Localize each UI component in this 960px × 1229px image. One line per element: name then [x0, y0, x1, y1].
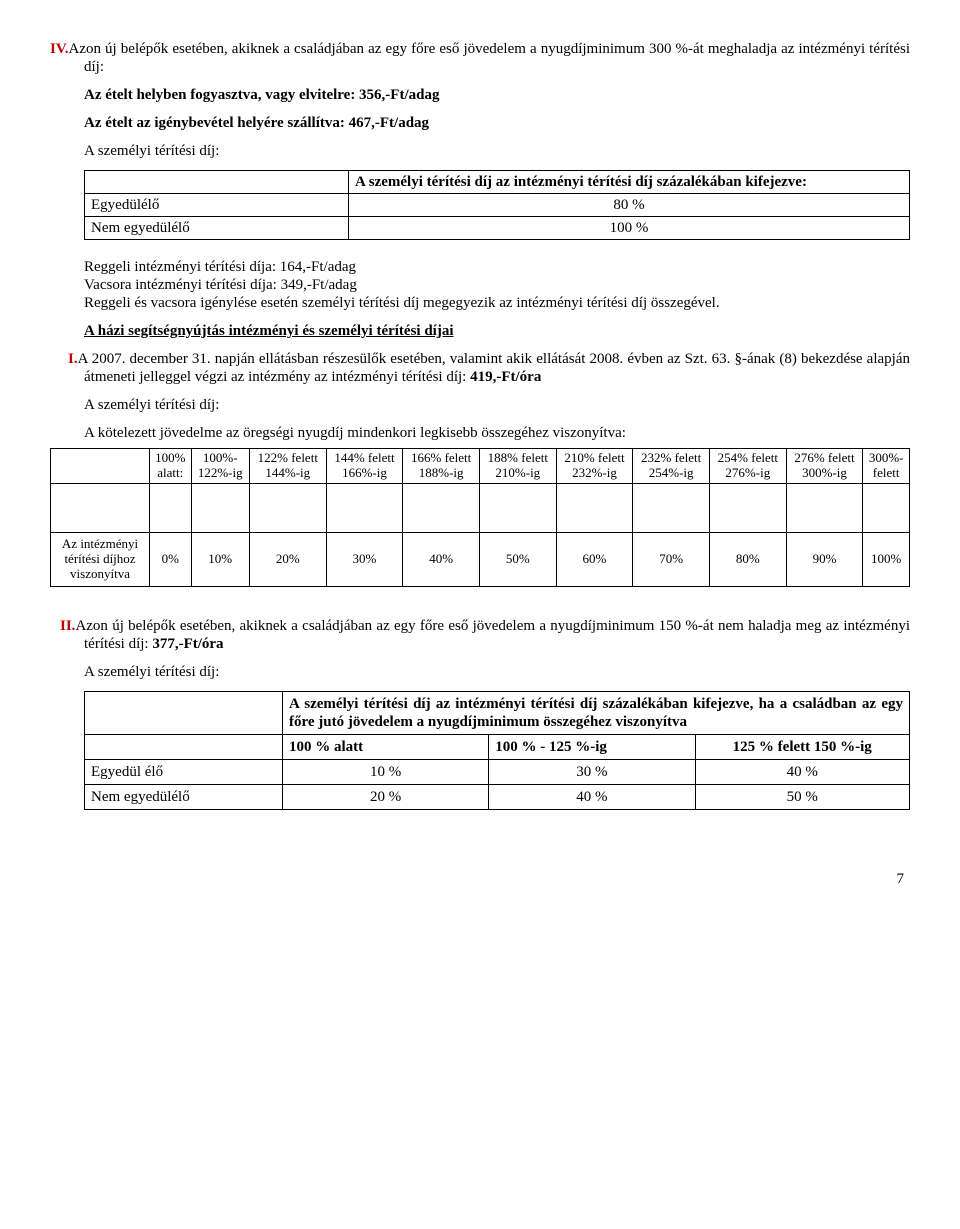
table-ii-r2-v2: 40 %: [489, 784, 695, 809]
wide-table-spacer: [51, 483, 910, 532]
mid-p2: Vacsora intézményi térítési díja: 349,-F…: [84, 276, 910, 294]
wide-table-value-row: Az intézményi térítési díjhoz viszonyítv…: [51, 532, 910, 586]
section-ii-heading: II.Azon új belépők esetében, akiknek a c…: [84, 617, 910, 653]
wide-row-label: Az intézményi térítési díjhoz viszonyítv…: [51, 532, 150, 586]
table-ii-col3: 125 % felett 150 %-ig: [695, 734, 910, 759]
table-ii-r2-v1: 20 %: [283, 784, 489, 809]
section-i-line3: A kötelezett jövedelme az öregségi nyugd…: [84, 424, 910, 442]
wh0: 100%alatt:: [150, 449, 192, 484]
wh8: 254% felett276%-ig: [709, 449, 786, 484]
roman-iv: IV.: [50, 41, 69, 57]
wh5: 188% felett210%-ig: [479, 449, 556, 484]
wide-table-header-row: 100%alatt: 100%-122%-ig 122% felett144%-…: [51, 449, 910, 484]
wh3: 144% felett166%-ig: [326, 449, 403, 484]
wv9: 90%: [786, 532, 863, 586]
table-ii-r2-label: Nem egyedülélő: [85, 784, 283, 809]
table-ii-header: A személyi térítési díj az intézményi té…: [289, 695, 903, 731]
table-ii-r1-v1: 10 %: [283, 759, 489, 784]
mid-p1: Reggeli intézményi térítési díja: 164,-F…: [84, 258, 910, 276]
roman-ii: II.: [60, 618, 75, 634]
table-iv-r1-val: 80 %: [349, 194, 910, 217]
table-iv-header: A személyi térítési díj az intézményi té…: [355, 173, 903, 191]
section-iv-line3: A személyi térítési díj:: [84, 142, 910, 160]
section-ii-line2: A személyi térítési díj:: [84, 663, 910, 681]
wv6: 60%: [556, 532, 633, 586]
table-iv-r2-val: 100 %: [349, 217, 910, 240]
section-iv-line2: Az ételt az igénybevétel helyére szállít…: [84, 114, 910, 132]
table-ii-r1-label: Egyedül élő: [85, 759, 283, 784]
table-iv-r2-label: Nem egyedülélő: [85, 217, 349, 240]
section-i-line2: A személyi térítési díj:: [84, 396, 910, 414]
wv1: 10%: [191, 532, 249, 586]
table-ii: A személyi térítési díj az intézményi té…: [84, 691, 910, 810]
table-ii-r2-v3: 50 %: [695, 784, 910, 809]
wh4: 166% felett188%-ig: [403, 449, 480, 484]
page-number: 7: [50, 870, 910, 888]
wv8: 80%: [709, 532, 786, 586]
wv0: 0%: [150, 532, 192, 586]
table-ii-r1-v3: 40 %: [695, 759, 910, 784]
wide-table: 100%alatt: 100%-122%-ig 122% felett144%-…: [50, 448, 910, 587]
wh7: 232% felett254%-ig: [633, 449, 710, 484]
section-iv: IV.Azon új belépők esetében, akiknek a c…: [50, 40, 910, 240]
wv4: 40%: [403, 532, 480, 586]
section-ii-boldtail: 377,-Ft/óra: [152, 636, 223, 652]
wh1: 100%-122%-ig: [191, 449, 249, 484]
section-iv-heading-text: Azon új belépők esetében, akiknek a csal…: [69, 41, 911, 75]
wh2: 122% felett144%-ig: [249, 449, 326, 484]
section-ii: II.Azon új belépők esetében, akiknek a c…: [50, 617, 910, 810]
section-iv-heading: IV.Azon új belépők esetében, akiknek a c…: [84, 40, 910, 76]
wh10: 300%-felett: [863, 449, 910, 484]
section-i-text: I.A 2007. december 31. napján ellátásban…: [84, 350, 910, 386]
wh9: 276% felett300%-ig: [786, 449, 863, 484]
table-ii-col2: 100 % - 125 %-ig: [489, 734, 695, 759]
table-iv: A személyi térítési díj az intézményi té…: [84, 170, 910, 240]
wv3: 30%: [326, 532, 403, 586]
mid-p3: Reggeli és vacsora igénylése esetén szem…: [84, 294, 910, 312]
wv5: 50%: [479, 532, 556, 586]
table-iv-r1-label: Egyedülélő: [85, 194, 349, 217]
section-iv-line1: Az ételt helyben fogyasztva, vagy elvite…: [84, 86, 910, 104]
section-i-boldtail: 419,-Ft/óra: [470, 369, 541, 385]
wh6: 210% felett232%-ig: [556, 449, 633, 484]
table-ii-col1: 100 % alatt: [283, 734, 489, 759]
mid-heading: A házi segítségnyújtás intézményi és sze…: [84, 322, 910, 340]
table-ii-r1-v2: 30 %: [489, 759, 695, 784]
roman-i: I.: [68, 351, 78, 367]
section-i: I.A 2007. december 31. napján ellátásban…: [50, 350, 910, 442]
wv7: 70%: [633, 532, 710, 586]
mid-block: Reggeli intézményi térítési díja: 164,-F…: [50, 258, 910, 340]
wv10: 100%: [863, 532, 910, 586]
wv2: 20%: [249, 532, 326, 586]
